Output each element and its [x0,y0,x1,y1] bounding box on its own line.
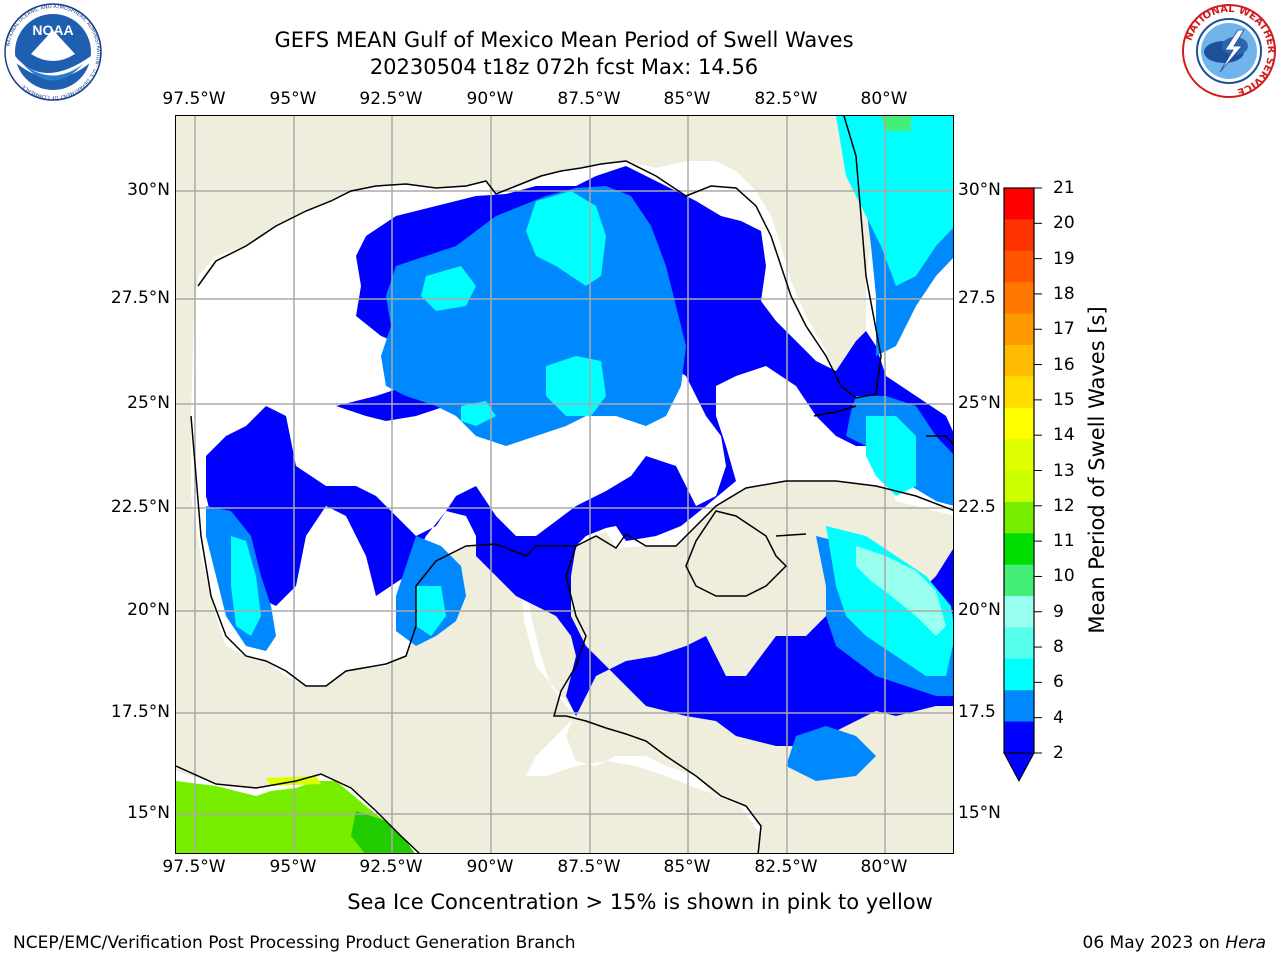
colorbar-tick-label: 4 [1053,707,1064,728]
colorbar-cell [1004,344,1034,377]
map-panel[interactable] [175,115,954,854]
colorbar-tick-label: 8 [1053,637,1064,658]
lon-label-top: 82.5°W [754,89,818,109]
coastline [176,116,953,853]
lon-label-top: 97.5°W [162,89,226,109]
colorbar-tick-label: 20 [1053,213,1075,234]
footer-date: 06 May 2023 on Hera [1083,933,1267,953]
colorbar-cell [1004,596,1034,628]
colorbar-cell [1004,376,1034,409]
pacific-swell-11-12-fill [351,811,415,853]
colorbar-cell [1004,188,1034,220]
lat-label-left: 25°N [127,393,170,413]
colorbar-cell [1004,690,1034,723]
lat-label-right: 15°N [958,803,1001,823]
lon-label-top: 95°W [269,89,317,109]
lat-label-left: 27.5°N [110,288,170,308]
colorbar-cell [1004,658,1034,691]
colorbar-ticks [1034,187,1042,754]
colorbar-tick-label: 19 [1053,248,1075,269]
map-title: GEFS MEAN Gulf of Mexico Mean Period of … [274,28,854,52]
colorbar-tick-label: 14 [1053,425,1075,446]
lat-label-left: 17.5°N [110,702,170,722]
colorbar-cell [1004,470,1034,503]
noaa-logo: NOAA NATIONAL OCEANIC AND ATMOSPHERIC AD… [4,3,102,101]
lat-label-right: 27.5 [958,288,996,308]
footer-host: Hera [1225,933,1266,953]
lon-label-bottom: 90°W [466,857,514,877]
colorbar-tick-label: 10 [1053,566,1075,587]
colorbar-tick-label: 16 [1053,354,1075,375]
colorbar-cell [1004,313,1034,346]
colorbar-tick-label: 17 [1053,319,1075,340]
noaa-logo-text: NOAA [32,22,73,38]
colorbar-cell [1004,627,1034,660]
lon-label-top: 92.5°W [359,89,423,109]
map-canvas [176,116,953,853]
colorbar-cell [1004,564,1034,597]
colorbar-title: Mean Period of Swell Waves [s] [1085,306,1109,634]
colorbar-cell [1004,533,1034,566]
colorbar-tick-label: 11 [1053,531,1075,552]
swell-8-9-fill [856,546,946,636]
colorbar-tick-label: 9 [1053,601,1064,622]
colorbar [1003,187,1035,783]
lat-label-left: 20°N [127,600,170,620]
colorbar-tick-label: 12 [1053,495,1075,516]
lat-label-left: 22.5°N [110,497,170,517]
lat-label-right: 22.5 [958,497,996,517]
sea-ice-note: Sea Ice Concentration > 15% is shown in … [347,890,933,914]
colorbar-cell [1004,250,1034,283]
colorbar-cell [1004,219,1034,252]
colorbar-cell [1004,439,1034,471]
colorbar-tick-label: 21 [1053,178,1075,198]
lon-label-bottom: 92.5°W [359,857,423,877]
footer-credit: NCEP/EMC/Verification Post Processing Pr… [13,933,576,953]
colorbar-cell [1004,501,1034,534]
nws-logo: NATIONAL WEATHER SERVICE [1182,4,1276,98]
map-subtitle: 20230504 t18z 072h fcst Max: 14.56 [369,55,759,79]
lat-label-left: 15°N [127,803,170,823]
swell-9-10-fill [881,116,911,131]
lon-label-top: 85°W [663,89,711,109]
lon-label-bottom: 95°W [269,857,317,877]
footer-date-text: 06 May 2023 on [1082,933,1226,953]
lon-label-bottom: 82.5°W [754,857,818,877]
colorbar-cell [1004,721,1034,754]
colorbar-tick-label: 13 [1053,460,1075,481]
lon-label-bottom: 97.5°W [162,857,226,877]
colorbar-tick-label: 18 [1053,283,1075,304]
lon-label-top: 80°W [860,89,908,109]
lat-label-right: 30°N [958,180,1001,200]
colorbar-tick-label: 6 [1053,672,1064,693]
lon-label-bottom: 85°W [663,857,711,877]
lon-label-bottom: 80°W [860,857,908,877]
lat-label-left: 30°N [127,180,170,200]
colorbar-tick-label: 15 [1053,389,1075,410]
lat-label-right: 17.5 [958,702,996,722]
colorbar-cell [1004,407,1034,440]
colorbar-cell [1004,282,1034,315]
lat-label-right: 25°N [958,393,1001,413]
lon-label-bottom: 87.5°W [557,857,621,877]
lat-label-right: 20°N [958,600,1001,620]
lon-label-top: 87.5°W [557,89,621,109]
graticule [176,116,953,853]
colorbar-tick-label: 2 [1053,743,1064,763]
lon-label-top: 90°W [466,89,514,109]
